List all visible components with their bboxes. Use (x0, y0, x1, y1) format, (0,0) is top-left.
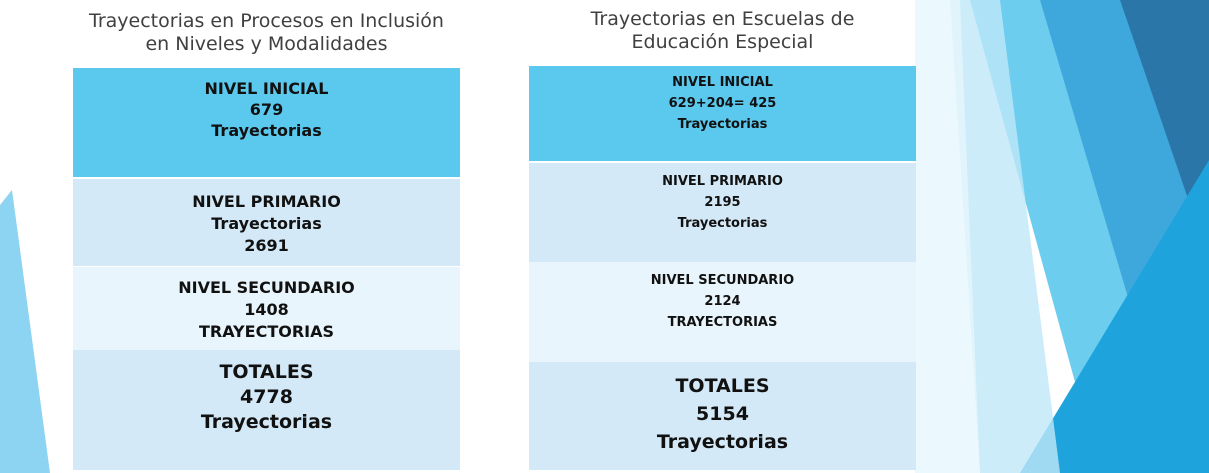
decor-shape (0, 190, 50, 473)
cell-text: 4778 (240, 386, 293, 408)
cell-text: Trayectorias (211, 214, 322, 233)
title-line: Educación Especial (631, 31, 814, 53)
decor-shape (950, 0, 1060, 473)
title-line: Trayectorias en Procesos en Inclusión (89, 10, 444, 32)
table-cell: TOTALES 5154 Trayectorias (529, 362, 916, 470)
cell-text: Trayectorias (677, 216, 768, 231)
cell-text: TRAYECTORIAS (198, 322, 335, 341)
table-cell: NIVEL SECUNDARIO 1408 TRAYECTORIAS (73, 267, 460, 350)
cell-text: 5154 (696, 403, 749, 425)
decor-shape (1120, 0, 1209, 260)
cell-text: Trayectorias (211, 121, 322, 140)
table-title: Trayectorias en Procesos en Inclusión en … (53, 10, 480, 56)
table-cell: TOTALES 4778 Trayectorias (73, 350, 460, 470)
cell-text: 2691 (244, 236, 289, 255)
cell-text: NIVEL INICIAL (204, 79, 329, 98)
table-cell: NIVEL INICIAL 629+204= 425 Trayectorias (529, 66, 916, 161)
cell-text: 1408 (244, 300, 289, 319)
cell-text: NIVEL INICIAL (672, 75, 773, 90)
cell-text: 2124 (704, 294, 741, 309)
table-title: Trayectorias en Escuelas de Educación Esp… (509, 8, 936, 54)
cell-text: Trayectorias (656, 431, 789, 453)
decor-shape (915, 0, 980, 473)
cell-text: NIVEL SECUNDARIO (650, 273, 795, 288)
cell-text: 2195 (704, 195, 741, 210)
cell-text: Trayectorias (200, 411, 333, 433)
decor-shape (1020, 160, 1209, 473)
cell-text: NIVEL SECUNDARIO (178, 278, 355, 297)
cell-text: TOTALES (219, 361, 314, 383)
table-cell: NIVEL INICIAL 679 Trayectorias (73, 68, 460, 177)
cell-text: NIVEL PRIMARIO (662, 174, 783, 189)
cell-text: NIVEL PRIMARIO (192, 192, 341, 211)
cell-text: 679 (249, 100, 284, 119)
table-cell: NIVEL PRIMARIO Trayectorias 2691 (73, 179, 460, 266)
cell-text: 629+204= 425 (668, 96, 777, 111)
cell-text: Trayectorias (677, 117, 768, 132)
title-line: Trayectorias en Escuelas de (590, 8, 855, 30)
cell-text: TRAYECTORIAS (667, 315, 778, 330)
table-cell: NIVEL PRIMARIO 2195 Trayectorias (529, 163, 916, 262)
table-cell: NIVEL SECUNDARIO 2124 TRAYECTORIAS (529, 262, 916, 362)
cell-text: TOTALES (675, 375, 770, 397)
title-line: en Niveles y Modalidades (145, 33, 388, 55)
